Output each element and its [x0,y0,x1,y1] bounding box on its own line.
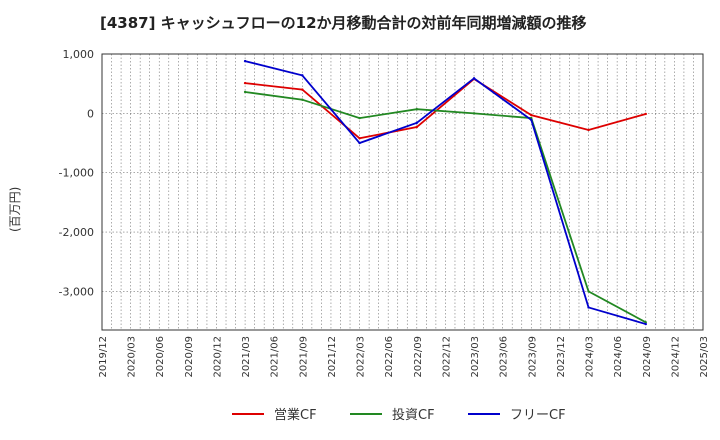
plot-frame [101,53,704,331]
data-point [358,116,361,120]
x-tick-label: 2022/12 [441,336,452,378]
data-point [358,137,361,140]
data-point [472,112,476,115]
data-point [644,112,647,116]
x-tick-label: 2023/03 [470,336,481,378]
x-tick-label: 2021/12 [327,336,338,378]
chart-title: [4387] キャッシュフローの12か月移動合計の対前年同期増減額の推移 [100,14,587,32]
x-tick-label: 2025/03 [699,336,710,378]
data-point [587,128,590,132]
data-point [243,59,247,63]
y-tick-label: -3,000 [59,285,94,298]
x-tick-label: 2023/09 [527,336,538,378]
x-tick-label: 2024/12 [670,336,681,378]
data-point [415,108,419,111]
x-tick-label: 2024/03 [585,336,596,378]
y-tick-label: -1,000 [59,167,94,180]
data-point [301,74,304,77]
x-tick-label: 2021/06 [270,336,281,378]
x-tick-label: 2023/12 [556,336,567,378]
y-tick-label: -2,000 [59,226,94,239]
data-point [587,306,590,309]
data-point [243,90,247,94]
data-point [301,88,304,91]
x-tick-label: 2019/12 [98,336,109,378]
x-tick-label: 2020/03 [127,336,138,378]
data-point [644,321,647,324]
x-tick-label: 2020/09 [184,336,195,378]
data-point [301,98,304,101]
data-point [243,81,247,85]
y-tick-label: 1,000 [63,48,95,61]
x-tick-label: 2020/12 [212,336,223,378]
x-tick-label: 2024/09 [642,336,653,378]
legend-label: 営業CF [274,407,317,423]
data-point [530,118,533,122]
data-point [587,290,590,293]
x-tick-label: 2024/06 [613,336,624,378]
series-line [244,91,647,324]
data-point [358,141,361,145]
series-line [244,77,647,140]
data-point [644,322,647,326]
data-point [415,121,419,125]
y-tick-label: 0 [87,107,94,120]
data-point [530,113,533,117]
data-point [415,125,419,129]
legend-label: 投資CF [392,407,435,423]
x-tick-label: 2021/09 [298,336,309,378]
legend-label: フリーCF [510,408,566,423]
x-tick-label: 2023/06 [499,336,510,378]
data-point [472,77,476,80]
x-tick-label: 2022/03 [356,336,367,378]
x-tick-label: 2022/06 [384,336,395,378]
x-tick-label: 2022/09 [413,336,424,378]
x-tick-label: 2020/06 [155,336,166,378]
x-tick-label: 2021/03 [241,336,252,378]
series-line [244,60,647,325]
